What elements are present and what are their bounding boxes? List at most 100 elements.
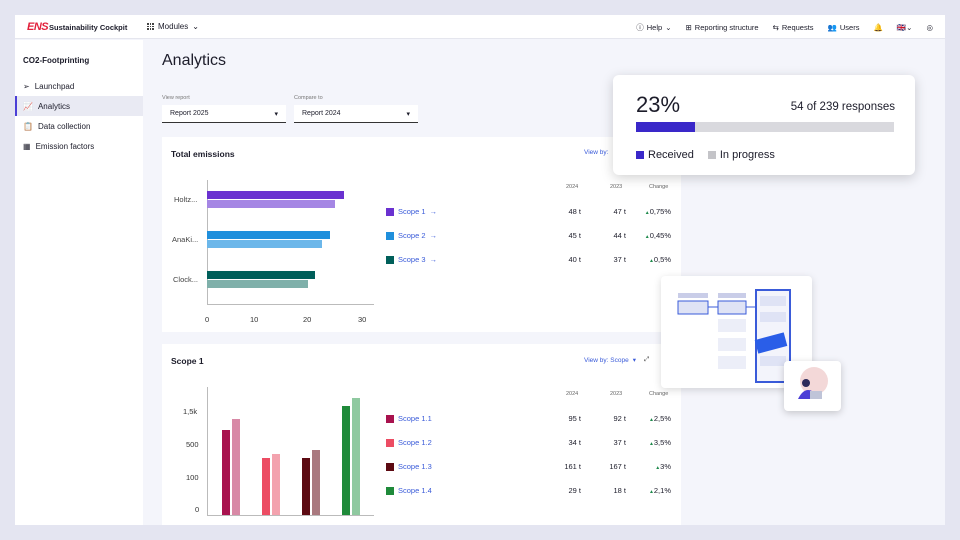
arrow-up-icon: ▲	[644, 210, 650, 216]
x-axis	[207, 304, 374, 305]
change-text: 2,5%	[653, 414, 671, 423]
value-2023: 18 t	[613, 486, 626, 495]
nav-reporting-structure[interactable]: ⊞ Reporting structure	[685, 23, 758, 32]
app-title: Sustainability Cockpit	[49, 23, 128, 32]
compare-to-select[interactable]: Report 2024 ▾	[294, 105, 418, 123]
column-header: 2023	[610, 391, 623, 397]
value-2023: 92 t	[613, 414, 626, 423]
category-label: AnaKi...	[172, 235, 199, 244]
y-axis	[207, 387, 208, 515]
value-2023: 37 t	[613, 255, 626, 264]
dropdown-arrow-icon: ▾	[274, 111, 278, 118]
sidebar-item-emission-factors[interactable]: ▦ Emission factors	[15, 136, 143, 156]
modules-menu[interactable]: Modules ⌄	[147, 22, 199, 31]
arrow-right-icon: →	[429, 231, 438, 240]
row-label: Scope 1.3	[398, 462, 432, 471]
value-2024: 45 t	[568, 231, 581, 240]
value-2023: 47 t	[613, 207, 626, 216]
nav-help[interactable]: ⓘ Help ⌄	[636, 22, 671, 33]
legend-swatch	[386, 438, 394, 447]
arrow-right-icon: →	[429, 207, 438, 216]
legend-received: Received	[636, 149, 694, 161]
legend-in-progress: In progress	[707, 149, 775, 161]
scope-1-link[interactable]: Scope 1 →	[386, 207, 437, 216]
sidebar-item-label: Launchpad	[34, 81, 75, 91]
bar-scope-1-2-2023	[272, 454, 280, 515]
bar-anaki-2023	[207, 240, 322, 248]
y-tick: 100	[186, 473, 199, 482]
change-value: ▲0,45%	[625, 231, 671, 240]
legend-swatch	[386, 231, 394, 240]
nav-requests[interactable]: ⇆ Requests	[773, 23, 814, 32]
nav-users[interactable]: 👥 Users	[828, 23, 860, 32]
nav-users-label: Users	[839, 23, 860, 32]
change-text: 0,5%	[653, 255, 671, 264]
y-tick: 0	[195, 505, 200, 514]
sidebar: CO2-Footprinting ➢ Launchpad 📈 Analytics 📋…	[15, 40, 143, 525]
sidebar-item-data-collection[interactable]: 📋 Data collection	[15, 116, 143, 136]
main-content: Analytics View report Report 2025 ▾ Compa…	[143, 40, 945, 525]
view-by-selector[interactable]: View by:	[584, 149, 608, 156]
change-text: 2,1%	[653, 486, 671, 495]
scope-1-card: Scope 1 View by: Scope ▾ ⤢ 1,5k 500 100 0 …	[162, 344, 681, 525]
view-report-label: View report	[162, 95, 190, 101]
legend-label: Received	[648, 149, 694, 161]
value-2024: 34 t	[568, 438, 581, 447]
arrow-up-icon: ▲	[644, 234, 650, 240]
response-count: 54 of 239 responses	[790, 101, 895, 113]
responses-popup: 23% 54 of 239 responses Received In prog…	[613, 75, 915, 175]
value-2024: 95 t	[568, 414, 581, 423]
clipboard-icon: 📋	[23, 121, 33, 131]
change-value: ▲2,1%	[625, 486, 671, 495]
value-2024: 161 t	[564, 462, 581, 471]
sidebar-item-label: Analytics	[37, 101, 70, 111]
sidebar-item-launchpad[interactable]: ➢ Launchpad	[15, 76, 143, 96]
compare-to-label: Compare to	[294, 95, 323, 101]
row-label: Scope 1	[398, 207, 426, 216]
scope-2-link[interactable]: Scope 2 →	[386, 231, 437, 240]
view-by-selector[interactable]: View by: Scope ▾ ⤢	[584, 356, 649, 364]
sidebar-item-analytics[interactable]: 📈 Analytics	[15, 96, 143, 116]
compare-to-value: Report 2024	[302, 110, 341, 117]
legend-swatch	[386, 462, 394, 471]
legend-swatch	[386, 486, 394, 495]
row-label: Scope 1.4	[398, 486, 432, 495]
scope-1-4-link[interactable]: Scope 1.4	[386, 486, 432, 495]
bar-scope-1-1-2024	[222, 430, 230, 515]
scope-3-link[interactable]: Scope 3 →	[386, 255, 437, 264]
language-flag-icon[interactable]: 🇬🇧⌄	[896, 23, 913, 32]
scope-1-2-link[interactable]: Scope 1.2	[386, 438, 432, 447]
arrow-up-icon: ▲	[648, 441, 654, 447]
arrow-up-icon: ▲	[648, 417, 654, 423]
y-tick: 500	[186, 440, 199, 449]
column-header: Change	[649, 184, 669, 190]
scope-1-1-link[interactable]: Scope 1.1	[386, 414, 432, 423]
row-label: Scope 1.1	[398, 414, 432, 423]
bar-holtz-2023	[207, 200, 335, 208]
paper-plane-icon: ➢	[23, 81, 30, 91]
scope-1-3-link[interactable]: Scope 1.3	[386, 462, 432, 471]
user-account-icon[interactable]: ◎	[926, 23, 933, 32]
view-report-select[interactable]: Report 2025 ▾	[162, 105, 286, 123]
change-value: ▲0,75%	[625, 207, 671, 216]
row-label: Scope 2	[398, 231, 426, 240]
bar-scope-1-2-2024	[262, 458, 270, 515]
bar-scope-1-1-2023	[232, 419, 240, 515]
legend-label: In progress	[719, 149, 775, 161]
legend-swatch	[386, 414, 394, 423]
value-2024: 40 t	[568, 255, 581, 264]
sidebar-title: CO2-Footprinting	[23, 56, 90, 65]
legend-swatch	[707, 151, 716, 159]
dropdown-arrow-icon: ▾	[632, 357, 636, 364]
dropdown-arrow-icon: ▾	[406, 111, 410, 118]
expand-icon[interactable]: ⤢	[643, 356, 650, 363]
view-by-label: View by: Scope	[584, 356, 629, 364]
modules-label: Modules	[158, 22, 189, 31]
progress-fill	[636, 122, 696, 132]
bar-clock-2023	[207, 280, 308, 288]
requests-icon: ⇆	[772, 23, 779, 32]
x-tick: 20	[303, 315, 312, 324]
sidebar-item-label: Emission factors	[35, 141, 95, 151]
hierarchy-icon: ⊞	[685, 23, 692, 32]
bell-icon[interactable]: 🔔	[873, 23, 883, 32]
